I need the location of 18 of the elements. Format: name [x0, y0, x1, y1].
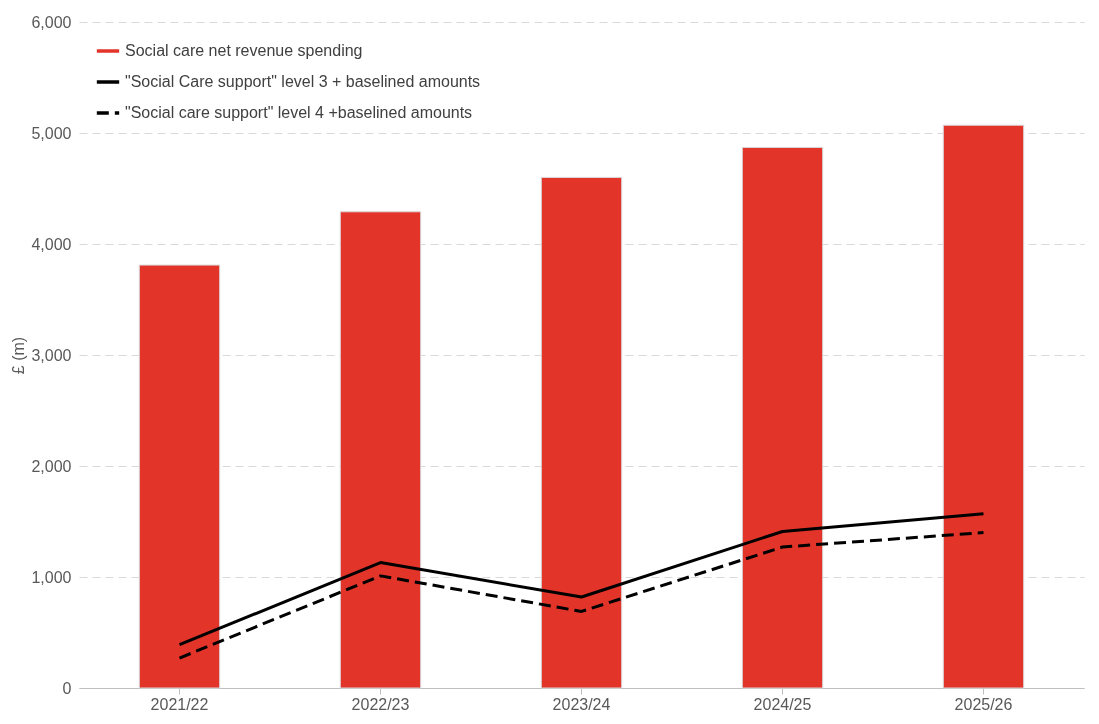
y-axis-title: £ (m): [10, 336, 28, 375]
line-series: [178, 512, 985, 647]
line-series: [178, 531, 985, 660]
y-tick-label: 6,000: [31, 13, 72, 31]
legend-label: Social care net revenue spending: [125, 42, 363, 59]
y-tick-label: 3,000: [31, 346, 72, 364]
y-tick-label: 5,000: [31, 124, 72, 142]
y-tick-label: 1,000: [31, 568, 72, 586]
y-tick-label: 4,000: [31, 235, 72, 253]
y-tick-label: 0: [62, 679, 72, 697]
x-tick-label: 2024/25: [753, 695, 812, 713]
legend-label: "Social care support" level 4 +baselined amounts: [125, 104, 473, 121]
x-tick-label: 2021/22: [150, 695, 209, 713]
x-tick-label: 2023/24: [552, 695, 611, 713]
x-tick-label: 2022/23: [351, 695, 410, 713]
legend-label: "Social Care support" level 3 + baselined amounts: [125, 73, 481, 90]
x-tick-label: 2025/26: [954, 695, 1013, 713]
y-tick-label: 2,000: [31, 457, 72, 475]
